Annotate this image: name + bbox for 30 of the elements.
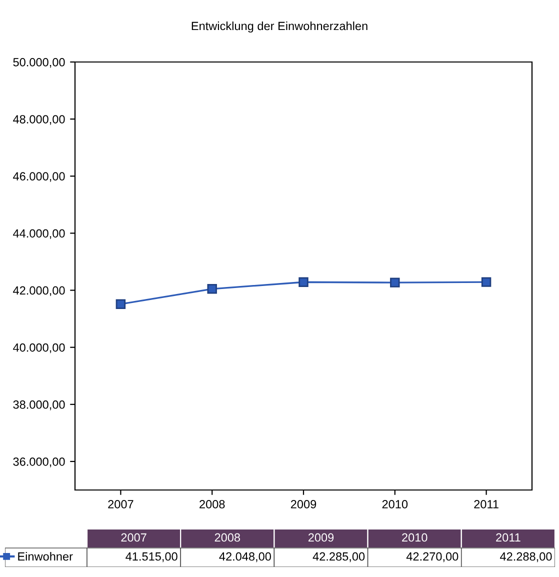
- y-tick-label: 44.000,00: [13, 229, 65, 239]
- category-label: 2011: [496, 533, 520, 542]
- point: [116, 299, 126, 309]
- y-tick-label: 46.000,00: [13, 172, 65, 182]
- category-label: 2007: [121, 533, 146, 542]
- y-tick-label: 48.000,00: [13, 115, 65, 125]
- category-label: 2009: [308, 533, 334, 542]
- legend-label: Einwohner: [18, 552, 73, 561]
- category-label: 2008: [214, 533, 240, 542]
- y-tick-label: 36.000,00: [13, 458, 65, 468]
- y-tick-label: 42.000,00: [13, 286, 65, 296]
- x-tick-label: 2007: [108, 500, 134, 508]
- data-label: 42.285,00: [312, 552, 365, 562]
- y-tick-label: 40.000,00: [13, 343, 65, 354]
- x-tick-label: 2008: [200, 500, 225, 508]
- point: [390, 278, 400, 288]
- x-tick-label: 2010: [382, 500, 408, 508]
- data-label: 42.270,00: [406, 552, 458, 562]
- point: [481, 277, 492, 287]
- x-tick-label: 2011: [474, 500, 498, 508]
- category-label: 2010: [402, 533, 428, 542]
- point: [207, 284, 217, 294]
- y-tick-label: 50.000,00: [13, 58, 65, 68]
- data-label: 42.288,00: [500, 552, 552, 562]
- data-label: 41.515,00: [126, 552, 178, 562]
- y-tick-label: 38.000,00: [13, 400, 65, 410]
- data-label: 42.048,00: [219, 552, 271, 562]
- point: [298, 277, 308, 287]
- x-tick-label: 2009: [290, 500, 316, 508]
- chart-title: Entwicklung der Einwohnerzahlen: [192, 22, 368, 32]
